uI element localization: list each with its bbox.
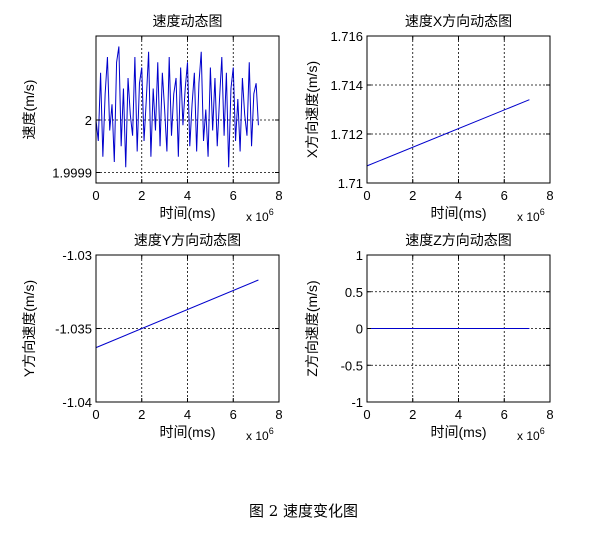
x-multiplier-base: x 10 <box>246 429 269 443</box>
y-tick-label: 1.9999 <box>52 166 92 181</box>
x-multiplier-exponent: 6 <box>269 207 274 217</box>
x-tick-label: 4 <box>184 188 191 203</box>
x-tick-label: 0 <box>92 407 99 422</box>
y-tick-label: 1.714 <box>330 78 363 93</box>
series-line-1 <box>366 99 530 167</box>
chart-title: 速度Z方向动态图 <box>405 232 512 248</box>
chart-title: 速度动态图 <box>153 13 223 29</box>
x-multiplier-exponent: 6 <box>269 426 274 436</box>
x-multiplier-base: x 10 <box>517 429 540 443</box>
y-tick-label: -1.035 <box>55 322 92 337</box>
series-line-1 <box>95 46 259 168</box>
x-axis-label: 时间(ms) <box>431 424 487 440</box>
y-tick-label: 1.716 <box>330 29 363 44</box>
x-multiplier-exponent: 6 <box>540 426 545 436</box>
x-tick-label: 8 <box>275 188 282 203</box>
x-axis-multiplier: x 106 <box>517 207 545 224</box>
x-tick-label: 0 <box>363 407 370 422</box>
x-axis-label: 时间(ms) <box>431 205 487 221</box>
x-axis-multiplier: x 106 <box>246 207 274 224</box>
x-tick-label: 4 <box>455 188 462 203</box>
y-tick-label: 0 <box>356 322 363 337</box>
y-tick-label: -1 <box>351 395 363 410</box>
y-tick-label: 1.71 <box>338 176 363 191</box>
x-tick-label: 6 <box>230 407 237 422</box>
x-tick-label: 4 <box>184 407 191 422</box>
figure-caption: 图 2 速度变化图 <box>248 502 359 520</box>
x-tick-label: 8 <box>546 188 553 203</box>
x-tick-label: 8 <box>546 407 553 422</box>
x-axis-label: 时间(ms) <box>160 424 216 440</box>
x-axis-multiplier: x 106 <box>517 426 545 443</box>
x-tick-label: 0 <box>363 188 370 203</box>
x-tick-label: 6 <box>230 188 237 203</box>
x-tick-label: 4 <box>455 407 462 422</box>
x-multiplier-exponent: 6 <box>540 207 545 217</box>
x-axis-multiplier: x 106 <box>246 426 274 443</box>
y-tick-label: -1.04 <box>62 395 92 410</box>
y-tick-label: -1.03 <box>62 248 92 263</box>
x-tick-label: 2 <box>409 407 416 422</box>
x-tick-label: 0 <box>92 188 99 203</box>
x-axis-label: 时间(ms) <box>160 205 216 221</box>
y-axis-label: X方向速度(m/s) <box>304 61 320 158</box>
y-axis-label: Z方向速度(m/s) <box>304 280 320 376</box>
y-axis-label: Y方向速度(m/s) <box>21 280 37 377</box>
y-tick-label: 1 <box>356 248 363 263</box>
x-multiplier-base: x 10 <box>517 210 540 224</box>
x-tick-label: 2 <box>138 188 145 203</box>
chart-title: 速度Y方向动态图 <box>134 232 241 248</box>
x-tick-label: 6 <box>501 407 508 422</box>
y-tick-label: 1.712 <box>330 127 363 142</box>
x-tick-label: 2 <box>409 188 416 203</box>
y-tick-label: 2 <box>85 113 92 128</box>
y-tick-label: 0.5 <box>345 285 363 300</box>
x-tick-label: 8 <box>275 407 282 422</box>
series-line-1 <box>95 279 259 349</box>
x-multiplier-base: x 10 <box>246 210 269 224</box>
x-tick-label: 2 <box>138 407 145 422</box>
x-tick-label: 6 <box>501 188 508 203</box>
y-tick-label: -0.5 <box>341 358 363 373</box>
y-axis-label: 速度(m/s) <box>21 80 37 140</box>
chart-title: 速度X方向动态图 <box>405 13 512 29</box>
